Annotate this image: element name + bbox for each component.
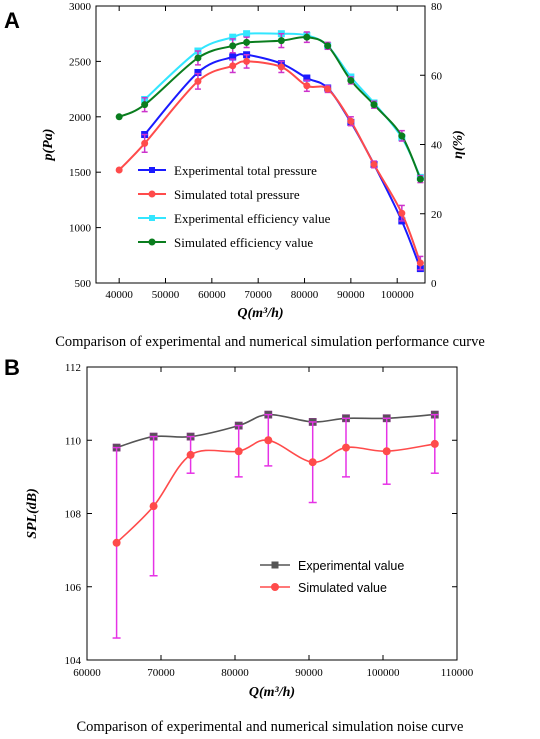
- data-point: [194, 54, 202, 62]
- y-axis-label-a: p(Pa): [41, 129, 56, 162]
- legend-swatch-marker: [148, 190, 156, 198]
- series-b-1: [112, 413, 439, 639]
- data-point: [347, 117, 355, 125]
- x-tick-label-a: 50000: [152, 289, 180, 301]
- series-line: [144, 32, 422, 178]
- panel-b-caption: Comparison of experimental and numerical…: [77, 719, 464, 735]
- data-point: [115, 166, 123, 174]
- x-tick-label-b: 110000: [441, 667, 474, 679]
- data-point: [243, 30, 251, 38]
- data-point: [194, 77, 202, 85]
- data-point: [186, 450, 195, 459]
- data-point: [149, 502, 158, 511]
- data-point: [115, 113, 123, 121]
- x-axis-label-b: Q(m³/h): [249, 685, 295, 700]
- legend-label: Experimental efficiency value: [174, 211, 331, 226]
- x-tick-label-a: 60000: [198, 289, 226, 301]
- legend-swatch-marker: [149, 167, 155, 173]
- y-tick-label-a: 2500: [69, 56, 92, 68]
- x-tick-label-b: 90000: [295, 667, 323, 679]
- series-a-3: [115, 31, 424, 184]
- x-tick-label-a: 70000: [244, 289, 272, 301]
- data-point: [243, 38, 251, 46]
- y-tick-label-b: 112: [65, 362, 81, 374]
- legend-label: Simulated value: [298, 581, 387, 595]
- y-tick-label-b: 106: [65, 582, 82, 594]
- x-tick-label-a: 80000: [291, 289, 319, 301]
- data-point: [324, 85, 332, 93]
- legend-swatch-marker: [148, 238, 156, 246]
- legend-a: Experimental total pressure Simulated tot…: [138, 163, 331, 250]
- x-tick-label-a: 90000: [337, 289, 365, 301]
- x-axis-label-a: Q(m³/h): [237, 306, 283, 321]
- x-tick-label-a: 100000: [381, 289, 415, 301]
- data-point: [382, 447, 391, 456]
- series-b-0: [112, 410, 439, 452]
- data-point: [141, 139, 149, 147]
- data-point: [277, 63, 285, 71]
- data-point: [398, 209, 406, 217]
- panel-b-letter: B: [4, 355, 20, 380]
- x-tick-label-b: 70000: [147, 667, 175, 679]
- legend-label: Experimental value: [298, 559, 404, 573]
- legend-label: Experimental total pressure: [174, 163, 317, 178]
- y2-tick-label-a: 80: [431, 1, 443, 13]
- data-point: [229, 42, 237, 50]
- data-point: [370, 101, 378, 109]
- data-point: [342, 443, 350, 452]
- y2-tick-label-a: 0: [431, 278, 437, 290]
- data-point: [234, 447, 243, 456]
- legend-label: Simulated total pressure: [174, 187, 300, 202]
- panel-a: A Comparison of experimental and numeric…: [4, 1, 485, 350]
- data-point: [347, 76, 355, 84]
- y-tick-label-a: 2000: [69, 112, 92, 124]
- panel-a-letter: A: [4, 8, 20, 33]
- data-point: [303, 33, 311, 41]
- series-a-1: [115, 54, 424, 271]
- y-tick-label-a: 1000: [69, 223, 92, 235]
- y-tick-label-b: 104: [65, 655, 82, 667]
- y-tick-label-b: 108: [65, 509, 82, 521]
- legend-swatch-marker: [149, 215, 155, 221]
- data-point: [277, 37, 285, 45]
- panel-b: B Comparison of experimental and numeric…: [4, 355, 474, 735]
- legend-label: Simulated efficiency value: [174, 235, 313, 250]
- data-point: [398, 132, 406, 140]
- panel-a-caption: Comparison of experimental and numerical…: [55, 334, 485, 350]
- data-point: [243, 57, 251, 65]
- y-tick-label-b: 110: [65, 435, 82, 447]
- legend-swatch-marker: [271, 583, 279, 591]
- x-tick-label-a: 40000: [105, 289, 133, 301]
- series-a-2: [141, 30, 424, 181]
- data-point: [430, 439, 439, 448]
- y-tick-label-a: 500: [75, 278, 92, 290]
- data-point: [229, 62, 237, 70]
- x-tick-label-b: 100000: [367, 667, 401, 679]
- y2-axis-label-a: η(%): [451, 130, 466, 159]
- data-point: [112, 538, 121, 547]
- data-point: [324, 42, 332, 50]
- y2-tick-label-a: 20: [431, 209, 443, 221]
- data-point: [370, 160, 378, 168]
- data-point: [416, 175, 424, 183]
- legend-b: Experimental value Simulated value: [260, 559, 404, 595]
- y-axis-label-b: SPL(dB): [25, 488, 40, 539]
- y-tick-label-a: 1500: [69, 167, 92, 179]
- legend-swatch-marker: [271, 561, 279, 569]
- data-point: [141, 101, 149, 109]
- data-point: [308, 458, 317, 467]
- data-point: [264, 436, 273, 445]
- data-point: [303, 82, 311, 90]
- y2-tick-label-a: 60: [431, 70, 443, 82]
- data-point: [416, 259, 424, 267]
- x-tick-label-b: 80000: [221, 667, 249, 679]
- y-tick-label-a: 3000: [69, 1, 92, 13]
- y2-tick-label-a: 40: [431, 140, 443, 152]
- x-tick-label-b: 60000: [73, 667, 101, 679]
